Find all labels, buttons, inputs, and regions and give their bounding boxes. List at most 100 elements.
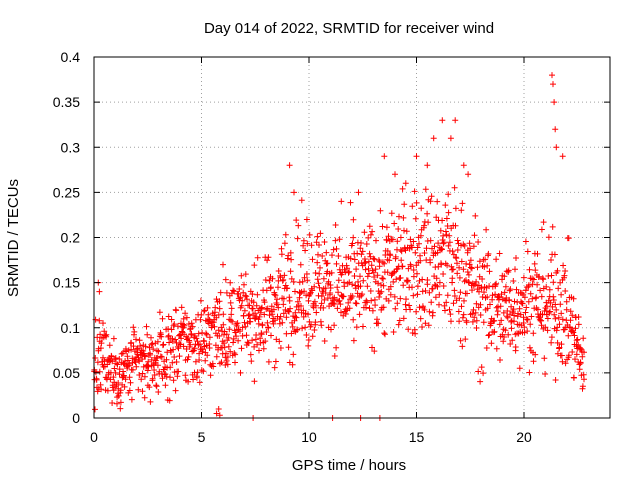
data-point <box>245 340 252 347</box>
data-point <box>411 188 418 195</box>
data-point <box>283 314 290 321</box>
data-point <box>580 335 587 342</box>
data-point <box>333 245 340 252</box>
data-point <box>198 311 205 318</box>
data-point <box>181 322 188 329</box>
data-point <box>469 318 476 325</box>
data-point <box>96 317 103 324</box>
x-axis-label: GPS time / hours <box>292 457 406 474</box>
data-point <box>309 333 316 340</box>
data-point <box>223 350 229 357</box>
data-point <box>487 301 493 308</box>
data-point <box>106 342 113 349</box>
data-point <box>315 251 321 258</box>
data-point <box>568 328 575 335</box>
data-point <box>201 308 207 315</box>
data-point <box>334 284 341 291</box>
data-point <box>451 293 458 299</box>
data-point <box>116 371 123 378</box>
data-point <box>197 316 204 323</box>
data-point <box>534 250 541 257</box>
y-tick-label: 0.15 <box>53 275 80 291</box>
data-point <box>284 285 291 292</box>
data-point <box>309 287 316 294</box>
data-point <box>318 322 325 329</box>
data-point <box>328 326 334 333</box>
data-point <box>498 317 505 324</box>
data-point <box>516 365 523 372</box>
data-point <box>148 341 155 348</box>
data-point <box>530 330 537 337</box>
data-point <box>525 298 532 305</box>
data-point <box>371 274 378 280</box>
data-point <box>398 257 405 264</box>
data-point <box>565 235 572 242</box>
data-point <box>231 288 238 295</box>
data-point <box>501 289 508 296</box>
data-point <box>172 387 179 394</box>
data-point <box>400 214 407 221</box>
data-point <box>131 328 138 335</box>
data-point <box>301 288 308 295</box>
data-point <box>555 285 562 292</box>
data-point <box>461 278 468 285</box>
data-point <box>299 278 306 285</box>
data-point <box>429 285 436 292</box>
data-point <box>305 311 311 318</box>
data-point <box>177 341 184 348</box>
data-point <box>171 321 178 328</box>
data-point <box>331 301 338 307</box>
data-point <box>321 338 328 344</box>
data-point <box>467 257 474 264</box>
data-point <box>489 292 496 299</box>
data-point <box>246 311 253 318</box>
data-point <box>390 329 397 335</box>
data-point <box>545 234 552 241</box>
data-point <box>254 291 261 298</box>
data-point <box>337 301 344 308</box>
data-point <box>197 341 203 348</box>
data-point <box>556 321 563 328</box>
data-point <box>530 276 537 283</box>
data-point <box>126 387 133 394</box>
data-point <box>233 333 240 340</box>
data-point <box>187 341 194 348</box>
y-axis-label: SRMTID / TECUs <box>5 179 22 297</box>
data-point <box>147 351 154 358</box>
data-point <box>544 303 550 310</box>
data-point <box>334 305 341 312</box>
data-point <box>215 327 222 334</box>
data-point <box>512 266 518 273</box>
data-point <box>290 278 297 285</box>
data-point <box>501 334 508 340</box>
data-point <box>136 372 143 378</box>
data-point <box>224 361 231 368</box>
data-point <box>292 288 298 295</box>
data-point <box>572 356 578 363</box>
data-point <box>350 234 357 241</box>
data-point <box>333 260 340 267</box>
y-tick-label: 0.1 <box>61 320 81 336</box>
data-point <box>559 358 566 365</box>
data-point <box>295 222 302 229</box>
data-point <box>477 312 484 318</box>
data-point <box>281 272 288 279</box>
data-point <box>297 290 304 297</box>
data-point <box>454 270 461 277</box>
data-point <box>171 354 178 360</box>
data-point <box>449 248 456 255</box>
data-point <box>178 335 185 342</box>
data-point <box>417 232 424 239</box>
data-point <box>562 360 569 367</box>
data-point <box>570 329 577 336</box>
data-point <box>458 303 465 310</box>
data-point <box>460 162 467 169</box>
data-point <box>379 275 386 282</box>
data-point <box>193 374 200 381</box>
data-point <box>251 378 258 385</box>
data-point <box>364 299 371 306</box>
data-point <box>354 290 361 297</box>
data-point <box>129 366 136 373</box>
data-point <box>317 264 323 271</box>
data-point <box>500 338 507 345</box>
